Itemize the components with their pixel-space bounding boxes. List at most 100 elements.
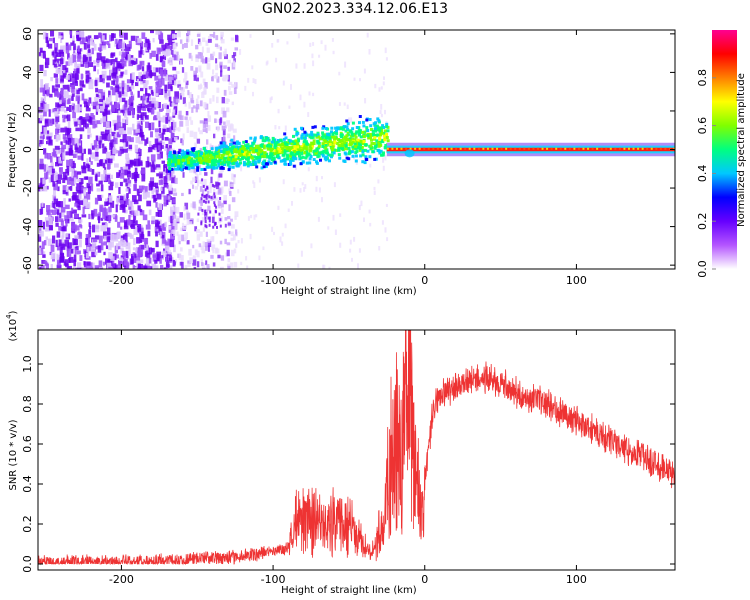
noise-speck: [102, 79, 105, 84]
noise-speck: [255, 214, 258, 218]
noise-speck: [111, 214, 116, 218]
noise-speck: [65, 140, 70, 145]
noise-speck: [85, 113, 90, 120]
band-point: [210, 195, 213, 199]
band-point: [204, 224, 207, 228]
band-point: [205, 196, 208, 200]
noise-speck: [86, 247, 90, 253]
x-tick-label: 100: [566, 573, 587, 586]
y-tick-label: 1.0: [21, 355, 34, 373]
noise-speck: [68, 217, 74, 221]
band-point: [292, 134, 295, 138]
noise-speck: [166, 241, 171, 247]
band-point: [250, 156, 254, 160]
noise-speck: [101, 174, 106, 181]
y-tick-label: -40: [21, 218, 34, 236]
noise-speck: [150, 182, 156, 188]
noise-speck: [207, 111, 210, 117]
noise-speck: [118, 91, 122, 98]
noise-speck: [135, 247, 138, 256]
noise-speck: [252, 180, 255, 184]
noise-speck: [163, 248, 167, 253]
noise-speck: [154, 146, 157, 151]
noise-speck: [116, 198, 119, 203]
noise-speck: [85, 238, 89, 246]
band-point: [168, 154, 171, 158]
noise-speck: [116, 61, 121, 69]
noise-speck: [91, 239, 97, 247]
noise-speck: [95, 235, 100, 240]
noise-speck: [101, 222, 107, 226]
noise-speck: [189, 221, 193, 225]
noise-speck: [190, 100, 195, 104]
noise-speck: [62, 56, 65, 64]
noise-speck: [42, 88, 46, 97]
noise-speck: [271, 43, 274, 48]
band-point: [204, 155, 208, 159]
noise-speck: [196, 104, 200, 110]
band-point: [255, 165, 259, 169]
band-point: [345, 119, 349, 123]
noise-speck: [161, 104, 164, 111]
noise-speck: [224, 223, 227, 228]
noise-speck: [227, 133, 231, 139]
noise-speck: [125, 199, 130, 206]
noise-speck: [266, 60, 269, 65]
band-point: [284, 136, 288, 140]
band-point: [316, 133, 320, 137]
noise-speck: [136, 114, 140, 120]
band-point: [186, 154, 190, 158]
noise-speck: [164, 93, 168, 100]
band-point: [244, 140, 248, 144]
noise-speck: [137, 125, 140, 129]
noise-speck: [186, 219, 190, 226]
band-point: [358, 121, 361, 125]
band-point: [309, 155, 313, 158]
noise-speck: [307, 167, 310, 172]
band-point: [279, 143, 283, 147]
noise-speck: [150, 30, 154, 34]
noise-speck: [349, 248, 352, 253]
noise-speck: [165, 267, 168, 269]
noise-speck: [115, 102, 120, 109]
y-tick-label: 60: [21, 27, 34, 41]
band-point: [322, 149, 326, 153]
band-point: [335, 132, 339, 136]
band-point: [251, 160, 255, 164]
noise-speck: [237, 240, 240, 244]
noise-speck: [82, 198, 88, 207]
band-point: [354, 154, 358, 158]
noise-speck: [68, 198, 71, 202]
noise-speck: [322, 264, 325, 269]
noise-speck: [115, 94, 119, 102]
band-point: [173, 162, 177, 166]
line-texture: [418, 147, 421, 150]
noise-speck: [144, 115, 149, 120]
noise-speck: [360, 200, 363, 207]
noise-speck: [284, 125, 287, 132]
noise-speck: [102, 108, 107, 115]
noise-speck: [235, 229, 238, 236]
noise-speck: [72, 222, 76, 229]
noise-speck: [45, 33, 49, 41]
noise-speck: [146, 200, 152, 207]
noise-speck: [115, 182, 119, 188]
noise-speck: [83, 119, 86, 128]
noise-speck: [188, 248, 192, 256]
noise-speck: [70, 42, 74, 46]
noise-speck: [94, 145, 99, 153]
noise-speck: [85, 253, 90, 259]
noise-speck: [227, 265, 231, 269]
noise-speck: [210, 53, 214, 61]
noise-speck: [87, 99, 90, 106]
band-point: [333, 148, 337, 152]
noise-speck: [86, 44, 91, 49]
band-point: [235, 142, 239, 146]
band-point: [244, 149, 248, 153]
noise-speck: [75, 198, 80, 205]
band-point: [361, 160, 365, 164]
noise-speck: [168, 80, 173, 85]
noise-speck: [212, 249, 215, 254]
noise-speck: [56, 231, 61, 238]
noise-speck: [220, 34, 223, 41]
